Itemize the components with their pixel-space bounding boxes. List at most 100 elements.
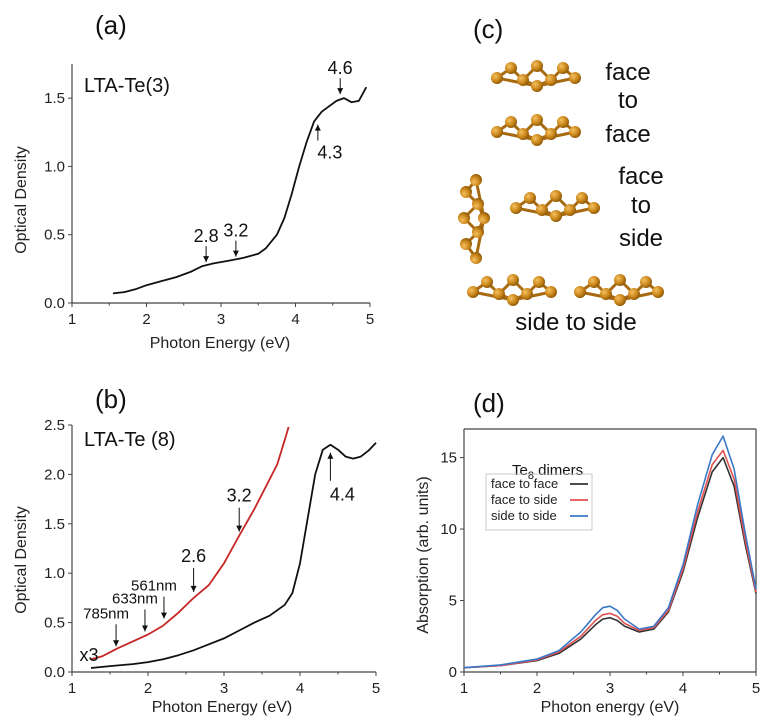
structure-label-fs-1: face — [618, 163, 663, 190]
legend-box-d — [485, 473, 593, 531]
annotation-b-6: 4.4 — [330, 485, 355, 505]
panel-label-d: (d) — [473, 388, 505, 418]
series-line-b-1 — [90, 442, 377, 669]
te-atom — [569, 126, 581, 138]
series-line-d-1 — [463, 449, 757, 669]
x-axis-title-a: Photon Energy (eV) — [150, 335, 291, 352]
y-tick-label-b: 1.0 — [44, 565, 65, 582]
te-atom — [521, 288, 533, 300]
te-atom — [472, 198, 484, 210]
annotation-b-1: 785nm — [83, 605, 129, 622]
te8-molecule — [467, 274, 557, 306]
sample-label-b: LTA-Te (8) — [84, 429, 176, 451]
annotation-b-5: 3.2 — [227, 486, 252, 506]
legend-label-d-2: side to side — [491, 508, 557, 523]
annotation-a-0-arrow-head — [203, 256, 210, 263]
face-to-face-structure — [491, 60, 581, 146]
x-axis-title-b: Photon Energy (eV) — [152, 699, 293, 716]
y-tick-label-a: 1.5 — [44, 90, 65, 107]
te-atom — [576, 192, 588, 204]
y-axis-title-b: Optical Density — [13, 506, 30, 614]
te8-molecule — [574, 274, 664, 306]
te-atom — [545, 286, 557, 298]
annotation-b-4: 2.6 — [181, 546, 206, 566]
annotation-b-3: 561nm — [131, 578, 177, 595]
annotation-b-0: x3 — [79, 645, 98, 665]
te-atom — [524, 192, 536, 204]
y-tick-label-d: 15 — [440, 450, 457, 467]
te-atom — [614, 294, 626, 306]
y-tick-label-d: 0 — [449, 664, 457, 681]
te-atom — [533, 276, 545, 288]
te-atom — [557, 62, 569, 74]
te-atom — [458, 212, 470, 224]
te-atom — [491, 126, 503, 138]
x-tick-label-d: 5 — [752, 680, 760, 697]
series-line-d-2 — [463, 435, 757, 669]
structure-label-fs-3: side — [619, 225, 663, 252]
legend-title-d: Te8 dimers — [512, 462, 583, 482]
te-atom — [569, 72, 581, 84]
y-tick-label-a: 0.0 — [44, 295, 65, 312]
annotation-a-3-arrow-head — [337, 88, 344, 95]
structure-panel: face to face face to side side to side — [458, 59, 664, 336]
panel-label-a: (a) — [95, 10, 127, 40]
x-tick-label-a: 4 — [291, 311, 299, 328]
x-tick-label-a: 1 — [68, 311, 76, 328]
annotation-b-4-arrow-head — [190, 585, 197, 592]
te-atom — [460, 238, 472, 250]
structure-label-ff-1: face — [605, 59, 650, 86]
te-atom — [564, 204, 576, 216]
x-tick-label-b: 2 — [144, 680, 152, 697]
structure-label-ff-2: to — [618, 87, 638, 114]
structure-label-ff-3: face — [605, 121, 650, 148]
y-tick-label-b: 0.5 — [44, 615, 65, 632]
te-atom — [545, 74, 557, 86]
te-atom — [460, 186, 472, 198]
x-tick-label-d: 2 — [533, 680, 541, 697]
x-tick-label-a: 5 — [366, 311, 374, 328]
annotation-b-6-arrow-head — [327, 452, 334, 459]
te-atom — [545, 128, 557, 140]
y-tick-label-b: 1.5 — [44, 516, 65, 533]
side-to-side-structure — [467, 274, 664, 306]
te-atom — [531, 114, 543, 126]
x-tick-label-d: 4 — [679, 680, 687, 697]
x-tick-label-b: 3 — [220, 680, 228, 697]
annotation-b-2: 633nm — [112, 590, 158, 607]
structure-label-ss: side to side — [515, 309, 636, 336]
annotation-b-5-arrow-head — [236, 525, 243, 532]
te-atom — [550, 190, 562, 202]
te-atom — [481, 276, 493, 288]
y-tick-label-a: 1.0 — [44, 158, 65, 175]
te-atom — [493, 288, 505, 300]
y-tick-label-b: 2.0 — [44, 466, 65, 483]
sample-label-a: LTA-Te(3) — [84, 75, 170, 97]
te-atom — [478, 212, 490, 224]
te-atom — [531, 134, 543, 146]
te-atom — [470, 252, 482, 264]
te-atom — [600, 288, 612, 300]
x-tick-label-a: 3 — [217, 311, 225, 328]
annotation-b-2-arrow-head — [141, 625, 148, 632]
te-atom — [517, 128, 529, 140]
annotation-a-1-arrow-head — [232, 250, 239, 257]
x-tick-label-b: 5 — [372, 680, 380, 697]
te-atom — [531, 80, 543, 92]
te-atom — [467, 286, 479, 298]
te-atom — [505, 116, 517, 128]
te-atom — [557, 116, 569, 128]
y-tick-label-b: 0.0 — [44, 664, 65, 681]
te-atom — [510, 202, 522, 214]
te-atom — [517, 74, 529, 86]
annotation-a-1: 3.2 — [223, 221, 248, 241]
te-atom — [507, 274, 519, 286]
annotation-b-3-arrow-head — [160, 612, 167, 619]
te8-molecule — [491, 60, 581, 92]
te-atom — [470, 174, 482, 186]
annotation-a-3: 4.6 — [328, 58, 353, 78]
x-axis-title-d: Photon energy (eV) — [541, 699, 680, 716]
series-line-a-0 — [112, 86, 368, 295]
series-line-b-0 — [90, 426, 290, 661]
